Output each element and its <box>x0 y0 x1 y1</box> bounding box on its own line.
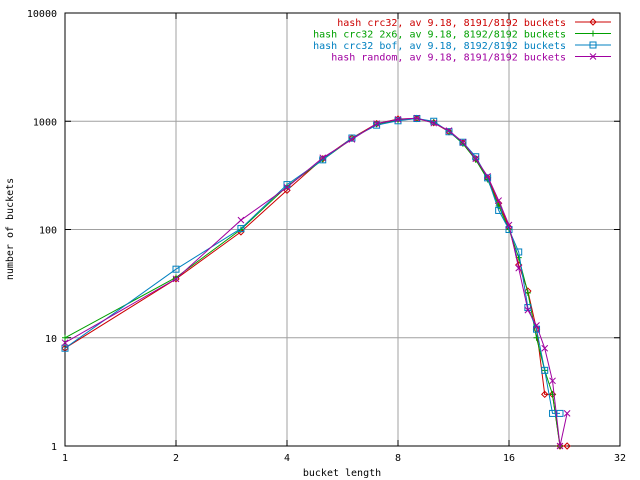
data-point <box>515 248 523 256</box>
series-group <box>61 114 571 450</box>
data-point <box>589 41 597 49</box>
grid <box>65 13 620 446</box>
y-tick-label: 10000 <box>27 9 57 20</box>
data-point <box>237 216 245 224</box>
data-point <box>563 410 571 417</box>
data-point <box>541 390 549 399</box>
legend-entry: hash crc32, av 9.18, 8191/8192 buckets <box>337 18 611 29</box>
data-point <box>413 114 421 122</box>
data-point <box>590 30 596 37</box>
legend-entry: hash crc32 2x6, av 9.18, 8192/8192 bucke… <box>313 30 611 41</box>
series-3 <box>61 115 564 417</box>
y-tick-label: 10 <box>45 334 57 345</box>
x-axis-label: bucket length <box>303 468 381 479</box>
series-line <box>64 117 568 447</box>
data-point <box>319 154 327 162</box>
legend-label: hash crc32, av 9.18, 8191/8192 buckets <box>337 18 566 29</box>
data-point <box>61 344 69 352</box>
x-tick-label: 1 <box>62 453 68 464</box>
series-line <box>64 117 568 447</box>
data-point <box>495 197 503 204</box>
data-point <box>445 127 453 134</box>
data-point <box>505 221 513 229</box>
legend: hash crc32, av 9.18, 8191/8192 bucketsha… <box>313 18 611 64</box>
x-tick-label: 4 <box>284 453 290 464</box>
data-point <box>283 184 291 191</box>
data-point <box>237 225 245 233</box>
data-point <box>394 117 402 125</box>
data-point <box>541 344 549 352</box>
data-point <box>484 172 491 180</box>
x-tick-label: 2 <box>173 453 179 464</box>
data-point <box>172 265 180 273</box>
legend-entry: hash crc32 bof, av 9.18, 8192/8192 bucke… <box>313 41 611 52</box>
data-point <box>62 334 68 341</box>
legend-label: hash crc32 2x6, av 9.18, 8192/8192 bucke… <box>313 30 566 41</box>
data-point <box>459 138 467 146</box>
x-tick-label: 32 <box>614 453 626 464</box>
series-line <box>64 117 561 447</box>
data-point <box>430 119 438 127</box>
y-tick-label: 100 <box>39 226 57 237</box>
data-point <box>589 53 597 60</box>
x-tick-label: 16 <box>503 453 515 464</box>
data-point <box>563 442 571 450</box>
x-axis: 1 2 4 8 16 32 <box>62 13 626 464</box>
x-tick-label: 8 <box>395 453 401 464</box>
series-1 <box>61 114 571 450</box>
data-point <box>549 409 557 417</box>
series-2 <box>62 115 563 449</box>
data-point <box>445 128 453 136</box>
y-axis-label: number of buckets <box>5 178 16 280</box>
data-point <box>459 138 467 146</box>
data-point <box>549 377 556 385</box>
data-point <box>515 264 523 272</box>
legend-label: hash crc32 bof, av 9.18, 8192/8192 bucke… <box>313 41 566 52</box>
data-point <box>495 206 503 214</box>
data-point <box>472 155 480 163</box>
data-point <box>394 116 402 123</box>
data-point <box>556 409 564 417</box>
data-point <box>589 18 597 26</box>
legend-label: hash random, av 9.18, 8191/8192 buckets <box>331 53 566 64</box>
data-point <box>524 306 532 314</box>
legend-entry: hash random, av 9.18, 8191/8192 buckets <box>331 53 611 64</box>
y-tick-label: 1 <box>51 442 57 453</box>
y-tick-label: 1000 <box>33 117 57 128</box>
data-point <box>533 322 540 329</box>
data-point <box>484 174 492 182</box>
data-point <box>430 117 438 125</box>
data-point <box>172 275 180 283</box>
y-axis: 1 10 100 1000 10000 <box>27 9 620 453</box>
data-point <box>348 136 356 143</box>
data-point <box>373 120 380 128</box>
series-line <box>64 117 560 414</box>
data-point <box>556 442 564 450</box>
data-point <box>541 366 549 374</box>
data-point <box>61 339 69 347</box>
series-4 <box>61 114 571 450</box>
